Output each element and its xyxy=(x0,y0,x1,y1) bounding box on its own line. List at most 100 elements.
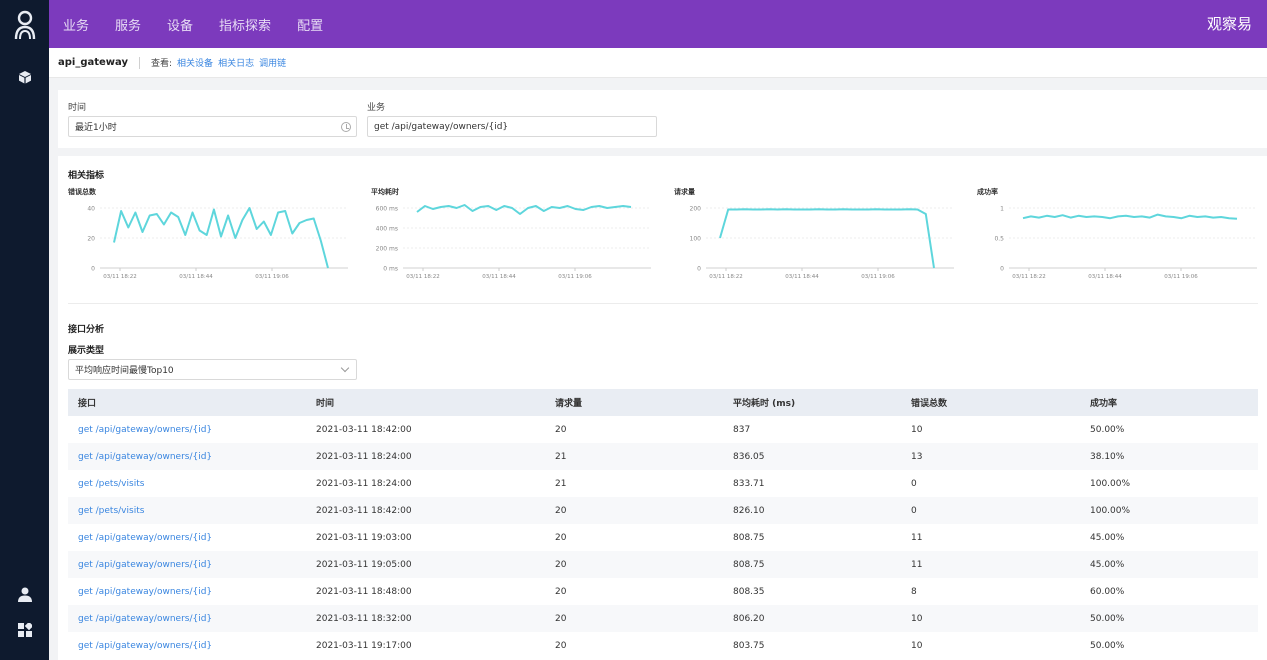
time-range-value: 最近1小时 xyxy=(75,123,117,133)
x-tick-label: 03/11 18:44 xyxy=(482,274,516,280)
cell-requests: 20 xyxy=(555,424,567,435)
y-tick-label: 1 xyxy=(1000,206,1004,213)
nav-item-service[interactable]: 服务 xyxy=(115,18,142,34)
sidebar xyxy=(0,0,49,660)
y-tick-label: 20 xyxy=(87,236,95,243)
top-navbar: 业务 服务 设备 指标探索 配置 观察易 xyxy=(49,0,1267,48)
cell-time: 2021-03-11 18:42:00 xyxy=(316,505,412,516)
col-requests[interactable]: 请求量 xyxy=(555,399,583,409)
business-input[interactable]: get /api/gateway/owners/{id} xyxy=(367,116,657,137)
table-row[interactable]: get /api/gateway/owners/{id} 2021-03-11 1… xyxy=(68,443,1258,470)
cell-time: 2021-03-11 18:42:00 xyxy=(316,424,412,435)
cell-interface[interactable]: get /api/gateway/owners/{id} xyxy=(78,451,213,462)
cell-success-rate: 50.00% xyxy=(1090,613,1125,624)
table-row[interactable]: get /api/gateway/owners/{id} 2021-03-11 1… xyxy=(68,578,1258,605)
display-type-select[interactable]: 平均响应时间最慢Top10 xyxy=(68,359,357,380)
cell-errors: 10 xyxy=(911,613,923,624)
chart-success-rate: 成功率 1 0.5 0 03/11 18:22 03/11 18:44 03/11 19:0… xyxy=(977,186,1267,280)
table-row[interactable]: get /api/gateway/owners/{id} 2021-03-11 1… xyxy=(68,551,1258,578)
col-time[interactable]: 时间 xyxy=(316,399,335,409)
display-type-value: 平均响应时间最慢Top10 xyxy=(75,366,174,376)
nav-item-config[interactable]: 配置 xyxy=(297,18,324,34)
view-label: 查看: xyxy=(151,59,173,69)
table-row[interactable]: get /pets/visits 2021-03-11 18:42:00 20 826… xyxy=(68,497,1258,524)
table-row[interactable]: get /api/gateway/owners/{id} 2021-03-11 1… xyxy=(68,605,1258,632)
x-tick-label: 03/11 18:22 xyxy=(709,274,742,280)
cube-icon[interactable] xyxy=(0,66,49,88)
cell-requests: 20 xyxy=(555,586,567,597)
cell-avg-latency: 806.20 xyxy=(733,613,765,624)
chart-title-error-count: 错误总数 xyxy=(67,187,97,196)
cell-time: 2021-03-11 18:32:00 xyxy=(316,613,412,624)
cell-avg-latency: 833.71 xyxy=(733,478,765,489)
chart-request-count: 请求量 200 100 0 03/11 18:22 03/11 18:44 03/11 19… xyxy=(674,186,964,280)
cell-errors: 11 xyxy=(911,559,923,570)
x-tick-label: 03/11 18:22 xyxy=(1012,274,1045,280)
cell-errors: 8 xyxy=(911,586,917,597)
col-errors[interactable]: 错误总数 xyxy=(911,399,948,409)
x-tick-label: 03/11 18:44 xyxy=(179,274,213,280)
nav-item-device[interactable]: 设备 xyxy=(167,18,194,34)
apps-grid-icon[interactable] xyxy=(0,620,49,640)
table-row[interactable]: get /api/gateway/owners/{id} 2021-03-11 1… xyxy=(68,632,1258,659)
table-row[interactable]: get /pets/visits 2021-03-11 18:24:00 21 833… xyxy=(68,470,1258,497)
link-call-chain[interactable]: 调用链 xyxy=(259,59,287,69)
cell-errors: 13 xyxy=(911,451,923,462)
cell-interface[interactable]: get /pets/visits xyxy=(78,478,145,489)
cell-success-rate: 50.00% xyxy=(1090,640,1125,651)
metrics-panel: 相关指标 错误总数 40 20 0 03/11 18:22 03/11 18:44 03/1… xyxy=(58,156,1267,660)
nav-item-business[interactable]: 业务 xyxy=(63,18,90,34)
cell-interface[interactable]: get /api/gateway/owners/{id} xyxy=(78,586,213,597)
table-row[interactable]: get /api/gateway/owners/{id} 2021-03-11 1… xyxy=(68,416,1258,443)
link-related-logs[interactable]: 相关日志 xyxy=(218,59,255,69)
y-tick-label: 200 ms xyxy=(376,246,398,253)
cell-requests: 21 xyxy=(555,478,567,489)
chart-title-success-rate: 成功率 xyxy=(977,187,998,196)
col-avg-latency[interactable]: 平均耗时 (ms) xyxy=(733,399,796,409)
cell-errors: 10 xyxy=(911,424,923,435)
page-title: api_gateway xyxy=(58,57,128,68)
cell-success-rate: 100.00% xyxy=(1090,505,1131,516)
time-range-picker[interactable]: 最近1小时 xyxy=(68,116,357,137)
x-tick-label: 03/11 19:06 xyxy=(558,274,592,280)
series-line-request-count xyxy=(719,208,935,269)
cell-success-rate: 38.10% xyxy=(1090,451,1125,462)
table-row[interactable]: get /api/gateway/owners/{id} 2021-03-11 1… xyxy=(68,524,1258,551)
app-logo-icon[interactable] xyxy=(0,8,49,42)
cell-interface[interactable]: get /pets/visits xyxy=(78,505,145,516)
cell-avg-latency: 808.75 xyxy=(733,559,765,570)
clock-icon xyxy=(341,122,351,132)
y-tick-label: 600 ms xyxy=(376,206,398,213)
cell-avg-latency: 808.75 xyxy=(733,532,765,543)
cell-requests: 21 xyxy=(555,451,567,462)
cell-success-rate: 60.00% xyxy=(1090,586,1125,597)
col-success-rate[interactable]: 成功率 xyxy=(1090,399,1118,409)
cell-time: 2021-03-11 19:05:00 xyxy=(316,559,412,570)
filter-panel: 时间 最近1小时 业务 get /api/gateway/owners/{id} xyxy=(58,90,1267,148)
cell-interface[interactable]: get /api/gateway/owners/{id} xyxy=(78,532,213,543)
cell-interface[interactable]: get /api/gateway/owners/{id} xyxy=(78,613,213,624)
cell-interface[interactable]: get /api/gateway/owners/{id} xyxy=(78,640,213,651)
link-related-devices[interactable]: 相关设备 xyxy=(177,59,214,69)
cell-interface[interactable]: get /api/gateway/owners/{id} xyxy=(78,559,213,570)
cell-success-rate: 45.00% xyxy=(1090,559,1125,570)
x-tick-label: 03/11 19:06 xyxy=(1164,274,1198,280)
chevron-down-icon xyxy=(340,363,350,373)
cell-interface[interactable]: get /api/gateway/owners/{id} xyxy=(78,424,213,435)
col-interface[interactable]: 接口 xyxy=(78,399,97,409)
series-line-success-rate xyxy=(1022,213,1238,220)
cell-requests: 20 xyxy=(555,505,567,516)
brand-name: 观察易 xyxy=(1206,15,1252,33)
analysis-section-title: 接口分析 xyxy=(68,325,105,335)
cell-errors: 0 xyxy=(911,505,917,516)
nav-item-metric-explore[interactable]: 指标探索 xyxy=(219,18,272,34)
cell-success-rate: 45.00% xyxy=(1090,532,1125,543)
cell-avg-latency: 826.10 xyxy=(733,505,765,516)
user-icon[interactable] xyxy=(0,584,49,604)
y-tick-label: 0 xyxy=(91,266,95,273)
x-tick-label: 03/11 19:06 xyxy=(255,274,289,280)
metrics-section-title: 相关指标 xyxy=(68,171,105,181)
chart-title-avg-latency: 平均耗时 xyxy=(371,187,399,196)
chart-avg-latency: 平均耗时 600 ms 400 ms 200 ms 0 ms 03/11 18:22 03/… xyxy=(371,186,661,280)
y-tick-label: 0 ms xyxy=(383,266,398,273)
